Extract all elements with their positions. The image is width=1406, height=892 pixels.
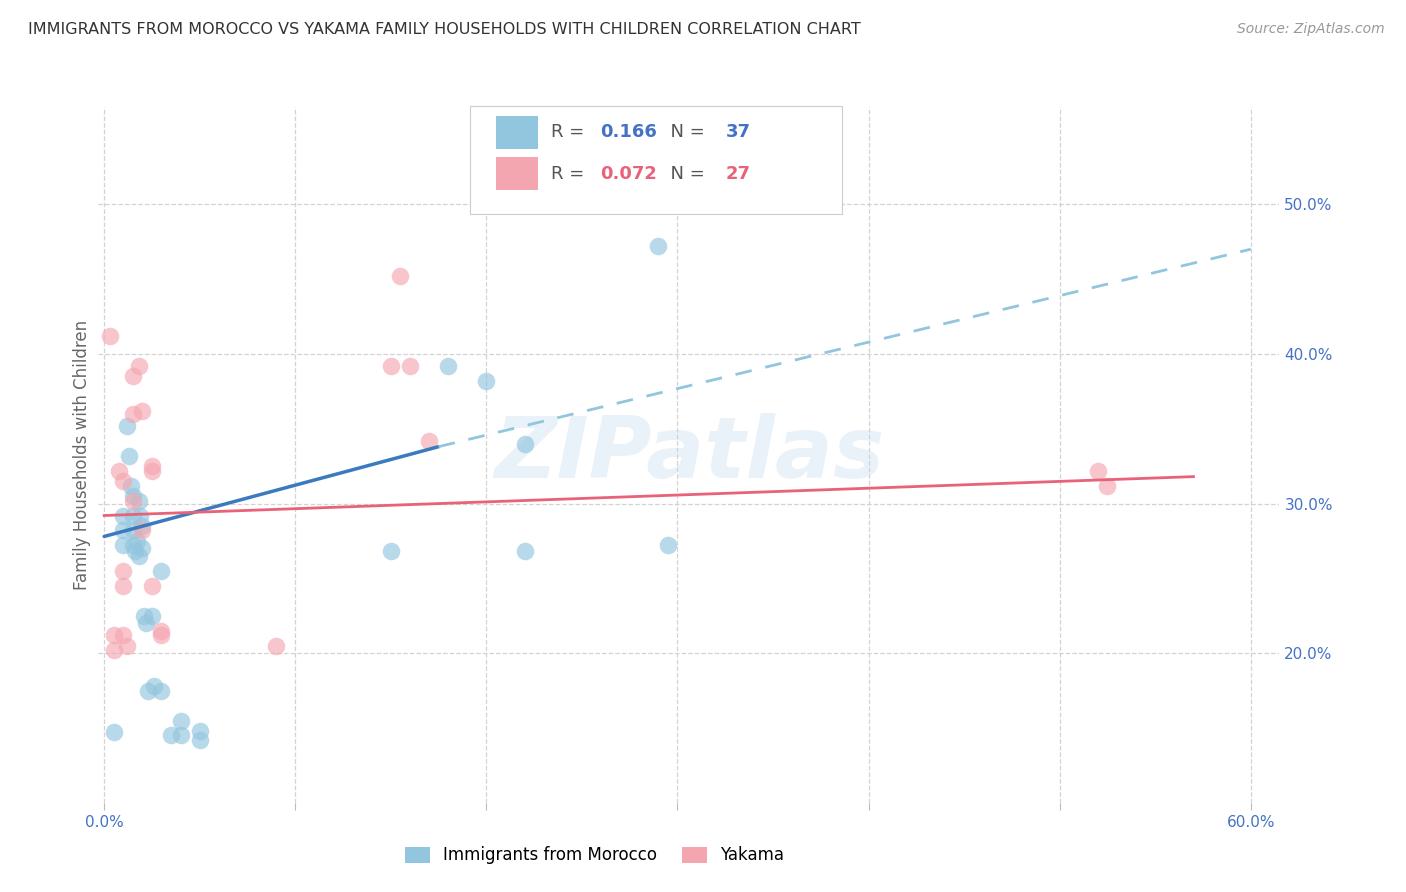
Point xyxy=(513,436,536,450)
Point xyxy=(121,489,143,503)
Y-axis label: Family Households with Children: Family Households with Children xyxy=(73,320,91,590)
Point xyxy=(475,374,498,388)
Point xyxy=(418,434,440,448)
Text: 0.072: 0.072 xyxy=(600,165,657,183)
Point xyxy=(103,643,125,657)
Point xyxy=(120,478,142,492)
Point xyxy=(150,624,173,638)
Point xyxy=(115,418,138,433)
Point xyxy=(118,449,141,463)
Point xyxy=(128,493,150,508)
Point xyxy=(131,524,153,538)
Point xyxy=(389,269,412,284)
Point xyxy=(1087,464,1109,478)
Text: Source: ZipAtlas.com: Source: ZipAtlas.com xyxy=(1237,22,1385,37)
Point xyxy=(141,459,163,474)
FancyBboxPatch shape xyxy=(496,116,537,149)
Point xyxy=(380,544,402,558)
Point xyxy=(160,729,183,743)
Point xyxy=(399,359,422,373)
Point xyxy=(169,714,191,728)
Legend: Immigrants from Morocco, Yakama: Immigrants from Morocco, Yakama xyxy=(398,839,792,871)
Point xyxy=(657,538,679,552)
Point xyxy=(141,608,163,623)
Text: N =: N = xyxy=(659,123,711,141)
Point xyxy=(112,564,135,578)
Point xyxy=(112,628,135,642)
Point xyxy=(150,564,173,578)
Point xyxy=(135,616,157,631)
Text: R =: R = xyxy=(551,165,589,183)
Point xyxy=(112,579,135,593)
Point xyxy=(103,725,125,739)
Point xyxy=(169,729,191,743)
Point xyxy=(188,733,211,747)
Point xyxy=(121,538,143,552)
Text: ZIPatlas: ZIPatlas xyxy=(494,413,884,497)
Point xyxy=(513,544,536,558)
Text: N =: N = xyxy=(659,165,711,183)
Point xyxy=(129,508,152,523)
Point xyxy=(125,533,148,548)
Point xyxy=(98,329,121,343)
Point xyxy=(112,524,135,538)
Point xyxy=(115,639,138,653)
Point xyxy=(188,723,211,738)
Text: 0.166: 0.166 xyxy=(600,123,657,141)
Point xyxy=(437,359,460,373)
Text: IMMIGRANTS FROM MOROCCO VS YAKAMA FAMILY HOUSEHOLDS WITH CHILDREN CORRELATION CH: IMMIGRANTS FROM MOROCCO VS YAKAMA FAMILY… xyxy=(28,22,860,37)
Point xyxy=(1097,478,1119,492)
FancyBboxPatch shape xyxy=(496,157,537,190)
Point xyxy=(380,359,402,373)
Point xyxy=(142,679,165,693)
Text: 37: 37 xyxy=(725,123,751,141)
Point xyxy=(121,524,143,538)
Point xyxy=(103,628,125,642)
Point xyxy=(112,474,135,488)
Point xyxy=(134,608,156,623)
Point xyxy=(264,639,287,653)
Point xyxy=(141,579,163,593)
FancyBboxPatch shape xyxy=(471,106,842,214)
Point xyxy=(124,544,146,558)
Point xyxy=(121,493,143,508)
Point xyxy=(131,404,153,418)
Point xyxy=(121,369,143,384)
Point xyxy=(647,239,669,253)
Point xyxy=(112,508,135,523)
Point xyxy=(136,683,159,698)
Point xyxy=(112,538,135,552)
Point xyxy=(131,541,153,556)
Point xyxy=(150,628,173,642)
Point xyxy=(128,549,150,563)
Point xyxy=(121,407,143,421)
Point xyxy=(141,464,163,478)
Point xyxy=(128,359,150,373)
Point xyxy=(121,508,143,523)
Point xyxy=(150,683,173,698)
Text: 27: 27 xyxy=(725,165,751,183)
Point xyxy=(108,464,131,478)
Text: R =: R = xyxy=(551,123,589,141)
Point xyxy=(131,519,153,533)
